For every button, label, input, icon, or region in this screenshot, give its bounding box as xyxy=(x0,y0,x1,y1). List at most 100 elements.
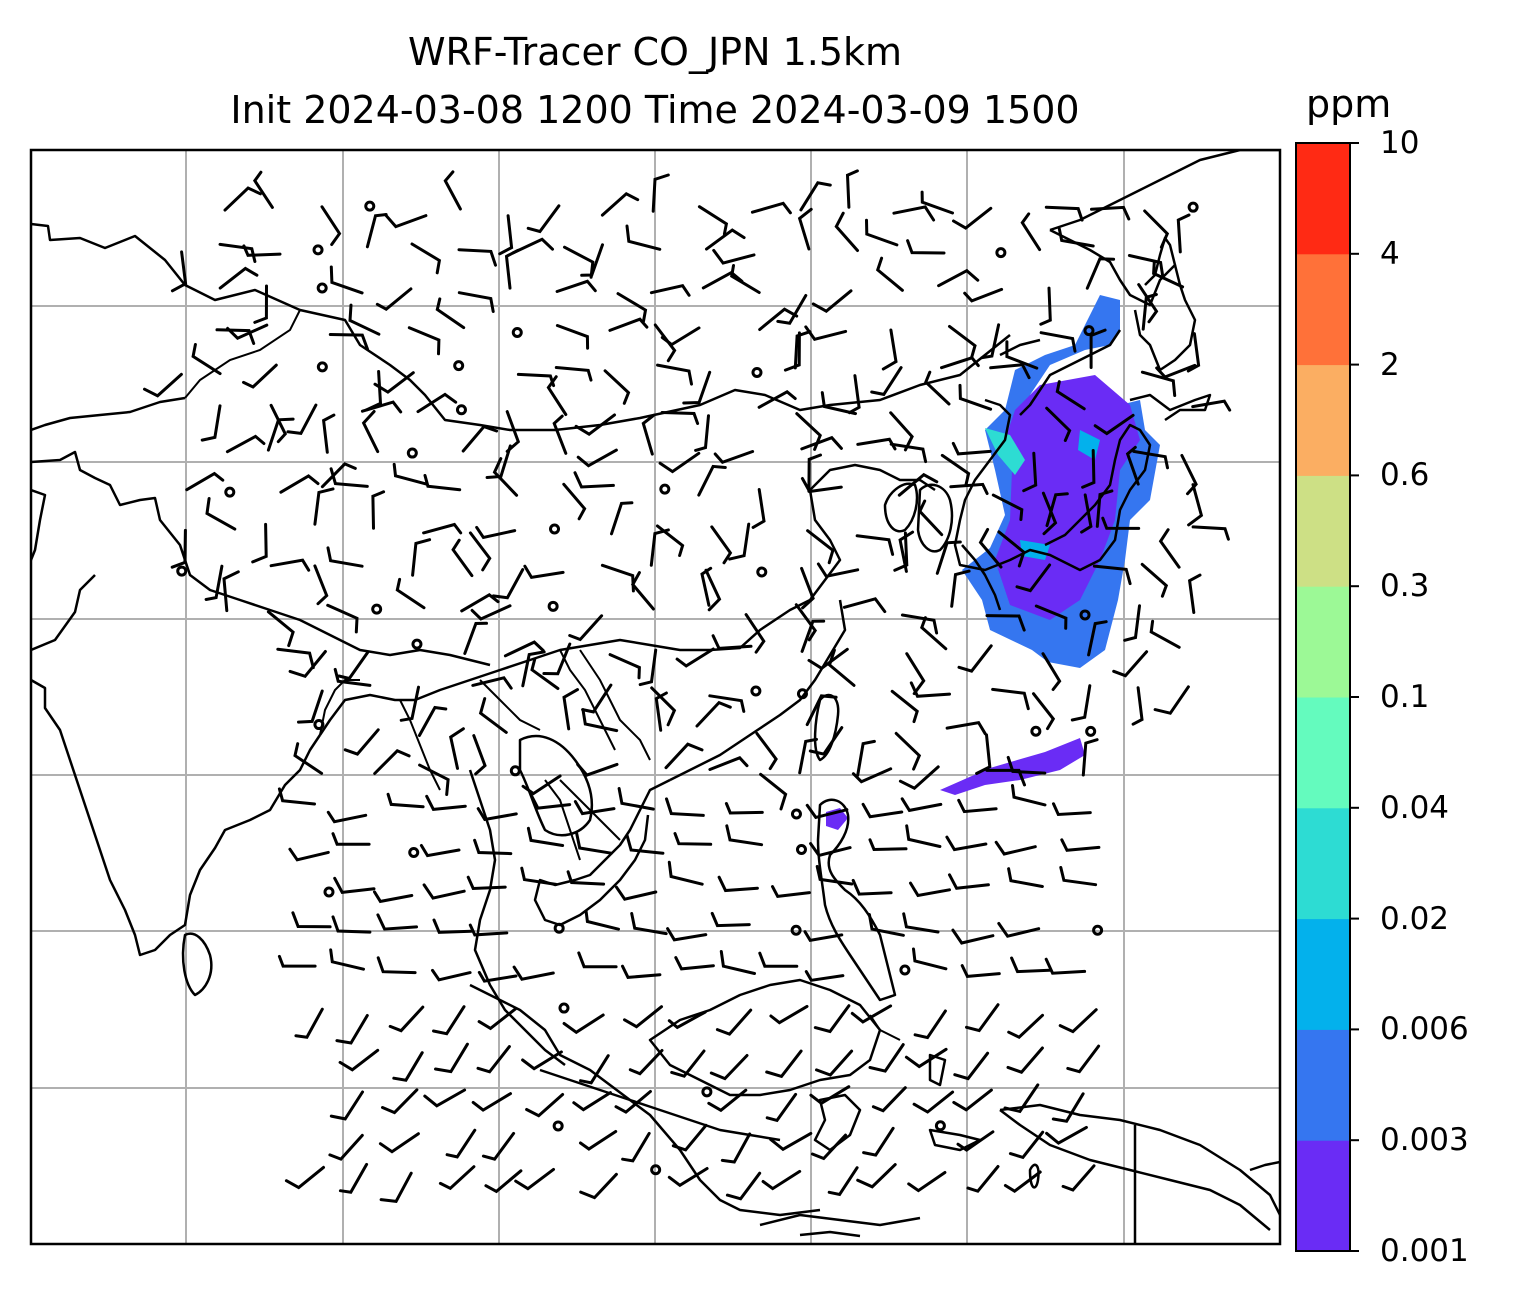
wind-barb xyxy=(850,1004,893,1024)
colorbar-segment xyxy=(1296,918,1350,1030)
wind-barb xyxy=(800,619,826,653)
colorbar-segment xyxy=(1296,143,1350,255)
wind-barb xyxy=(338,1048,380,1072)
wind-barb xyxy=(576,448,618,468)
wind-barb xyxy=(697,464,727,497)
wind-barb xyxy=(1101,516,1141,530)
wind-barb xyxy=(514,1167,555,1191)
wind-barb xyxy=(991,493,1024,521)
colorbar-tick-label: 2 xyxy=(1380,346,1400,383)
wind-barb xyxy=(443,170,462,211)
wind-barb xyxy=(705,228,746,251)
wind-barb xyxy=(1010,956,1051,974)
wind-barb xyxy=(953,1051,990,1081)
wind-barb xyxy=(717,875,759,893)
colorbar-segment xyxy=(1296,475,1350,587)
wind-barb xyxy=(1066,1044,1101,1074)
wind-barb xyxy=(807,453,822,493)
wind-barb xyxy=(816,562,860,578)
wind-barb xyxy=(881,328,898,371)
wind-barb xyxy=(554,366,593,382)
wind-barb xyxy=(1044,205,1084,222)
wind-barb xyxy=(329,948,365,971)
wind-barb xyxy=(674,956,715,971)
wind-barb xyxy=(1007,867,1044,888)
wind-barb xyxy=(948,324,977,360)
wind-barb xyxy=(423,474,462,492)
wind-barb xyxy=(758,951,799,968)
wind-barb xyxy=(625,224,662,251)
wind-barb xyxy=(900,613,939,635)
wind-barb xyxy=(435,297,466,330)
wind-barb xyxy=(1005,340,1039,370)
wind-barb xyxy=(725,824,764,847)
wind-barb xyxy=(912,947,948,971)
wind-barb xyxy=(579,1172,618,1200)
wind-barb xyxy=(1158,528,1181,569)
wind-barb xyxy=(671,1123,708,1152)
wind-barb xyxy=(608,317,649,332)
wind-barb xyxy=(600,191,640,217)
wind-barb xyxy=(1085,257,1116,290)
wind-barb xyxy=(905,824,942,848)
wind-barb xyxy=(1057,227,1095,248)
wind-barb xyxy=(379,1171,413,1204)
wind-barb xyxy=(523,564,565,580)
calm-wind-marker xyxy=(796,688,808,700)
wind-barb xyxy=(1140,562,1169,598)
wind-barbs xyxy=(143,169,1232,1204)
wind-barb xyxy=(815,865,854,886)
wind-barb xyxy=(521,1050,563,1071)
wind-barb xyxy=(851,767,893,784)
wind-barb xyxy=(614,1090,652,1114)
wind-barb xyxy=(485,444,512,479)
wind-barb xyxy=(328,1133,364,1161)
calm-wind-marker xyxy=(316,282,328,294)
wind-barb xyxy=(378,1132,420,1154)
wind-barb xyxy=(205,497,237,531)
colorbar-segment xyxy=(1296,253,1350,366)
wind-barb xyxy=(581,708,619,733)
wind-barb xyxy=(328,333,369,351)
wind-barb xyxy=(975,733,992,775)
wind-barb xyxy=(965,1003,1000,1033)
map-frame xyxy=(29,148,1282,1246)
calm-wind-marker xyxy=(406,447,418,459)
wind-barb xyxy=(805,694,838,727)
wind-barb xyxy=(276,647,315,670)
gridlines xyxy=(31,150,1280,1244)
wind-barb xyxy=(1022,451,1038,493)
wind-barb xyxy=(744,613,766,654)
wind-barb xyxy=(945,720,987,736)
wind-barb xyxy=(291,911,332,929)
wind-barb xyxy=(649,284,691,297)
wind-barb xyxy=(1008,1130,1045,1160)
wind-barb xyxy=(410,242,442,275)
wind-barb xyxy=(845,169,859,209)
wind-barb xyxy=(797,207,813,251)
wind-barb xyxy=(1191,525,1230,541)
calm-wind-marker xyxy=(1030,725,1042,737)
calm-wind-marker xyxy=(795,843,807,855)
wind-barb xyxy=(667,860,704,886)
wind-barb xyxy=(468,531,492,572)
wind-barb xyxy=(958,383,993,411)
wind-barb xyxy=(890,689,919,724)
wind-barb xyxy=(492,457,519,497)
wind-barb xyxy=(546,375,568,416)
wind-barb xyxy=(641,413,656,456)
wind-barb xyxy=(1020,212,1042,252)
wind-barb xyxy=(769,1004,809,1025)
calm-wind-marker xyxy=(790,808,802,820)
wind-barb xyxy=(425,794,467,811)
wind-barb xyxy=(924,370,951,406)
wind-barb xyxy=(667,1167,709,1188)
wind-barb xyxy=(253,284,268,324)
colorbar-tick-label: 0.6 xyxy=(1380,457,1430,494)
wind-barb xyxy=(242,363,278,389)
calm-wind-marker xyxy=(756,566,768,578)
wind-barb xyxy=(649,528,670,567)
wind-barb xyxy=(1034,604,1068,630)
wind-barb xyxy=(800,477,843,494)
